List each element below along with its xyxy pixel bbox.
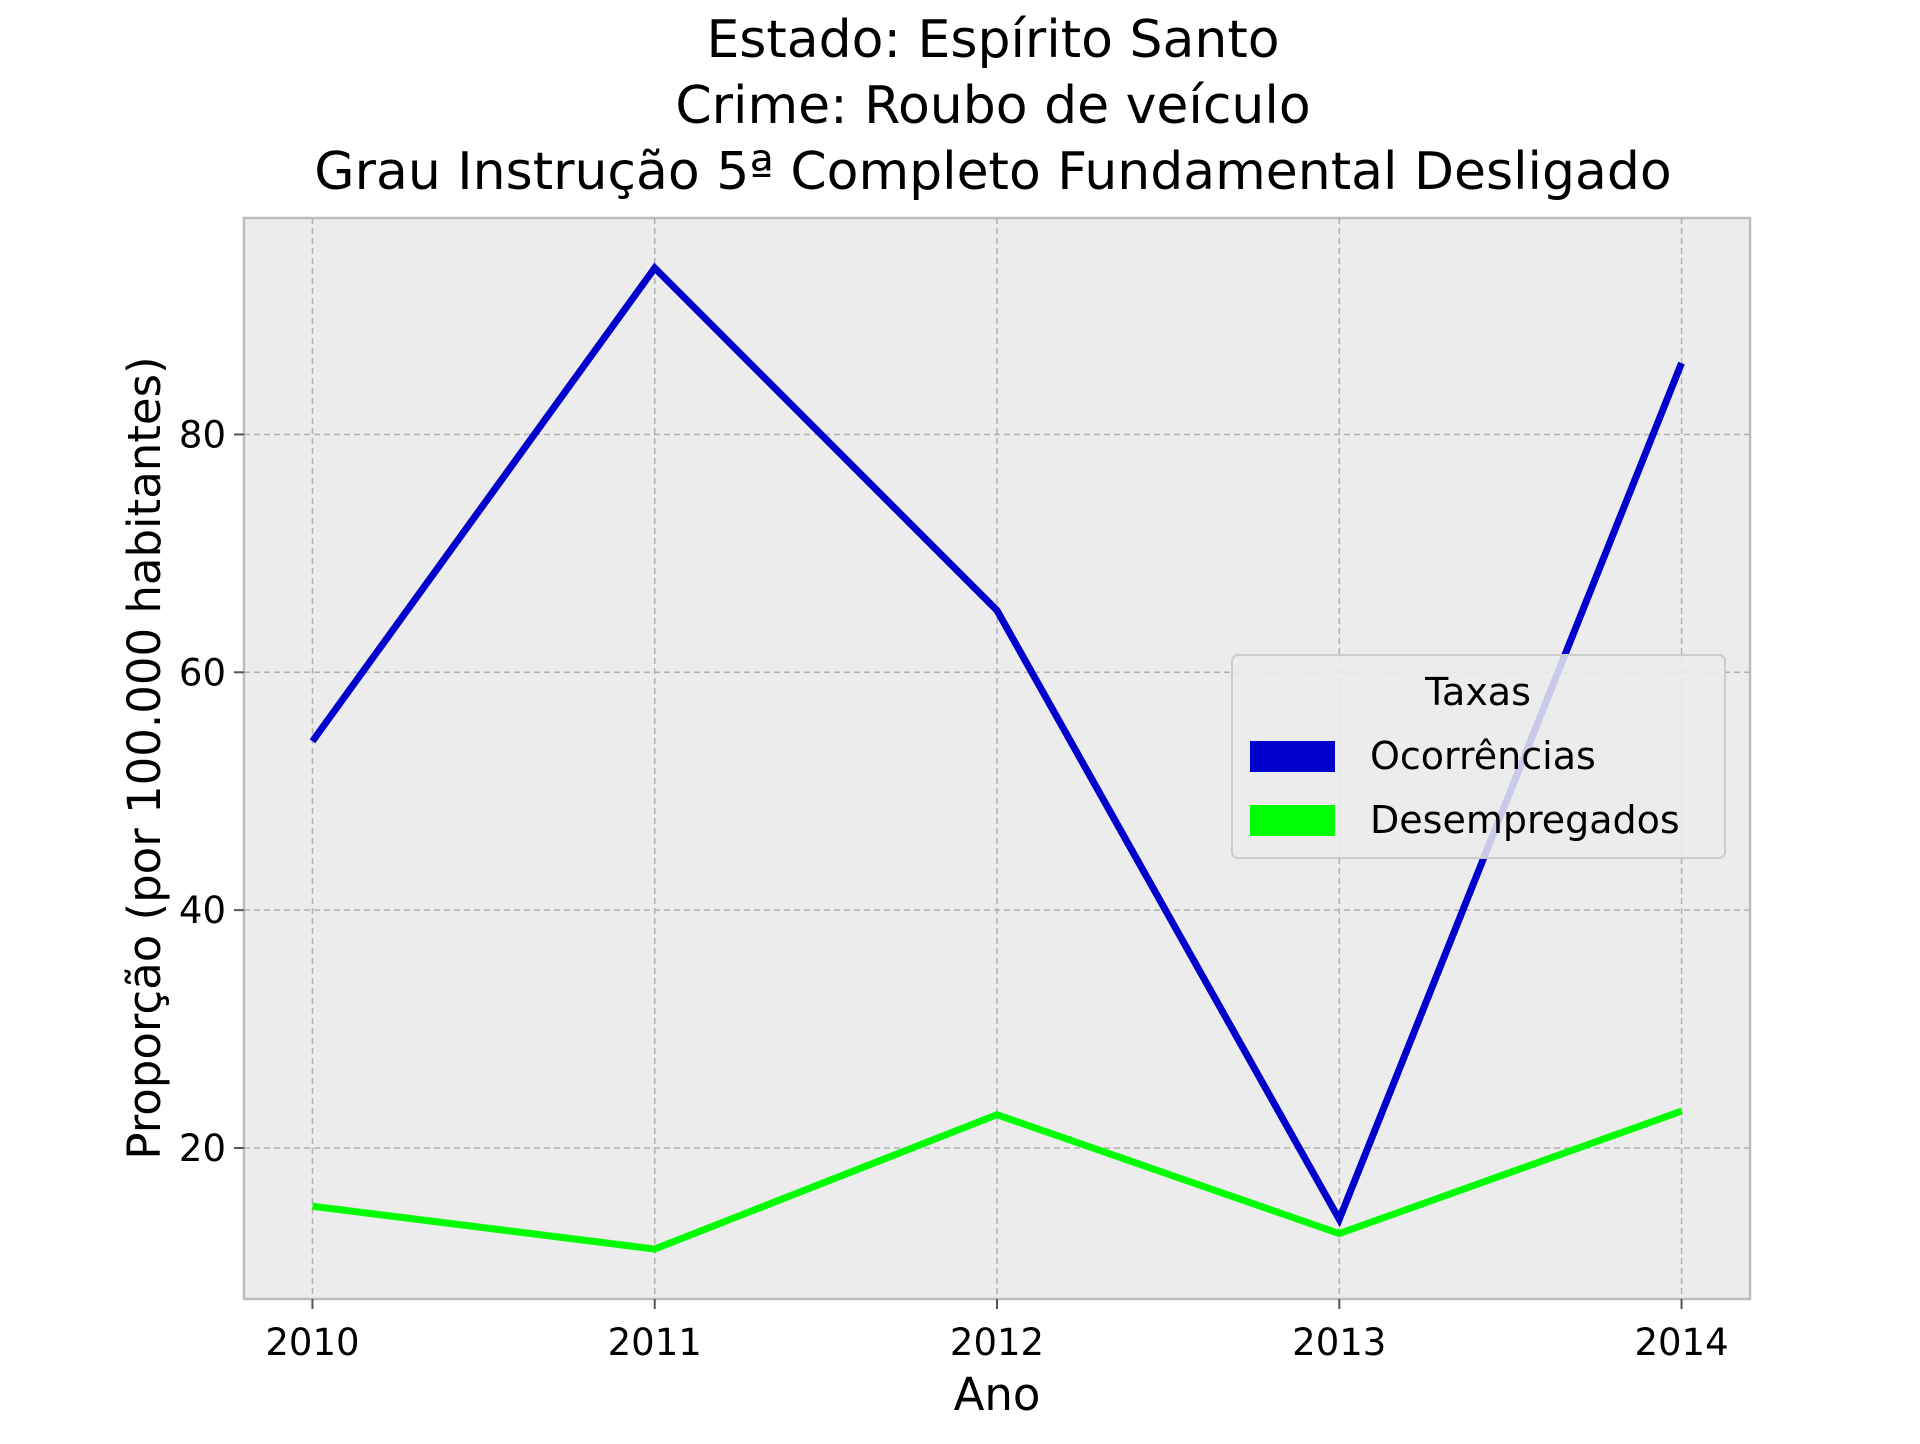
title-line-3: Grau Instrução 5ª Completo Fundamental D…	[314, 142, 1671, 202]
legend-swatch-desempregados	[1250, 805, 1335, 836]
grid	[244, 218, 1750, 1299]
x-tick-label: 2011	[608, 1321, 702, 1364]
x-axis-ticks: 2010 2011 2012 2013 2014	[265, 1299, 1729, 1364]
title-line-2: Crime: Roubo de veículo	[675, 76, 1310, 136]
legend-box	[1231, 654, 1726, 859]
legend-swatch-ocorrencias	[1250, 741, 1335, 772]
legend-label-ocorrencias: Ocorrências	[1370, 734, 1596, 778]
y-axis-label: Proporção (por 100.000 habitantes)	[118, 356, 171, 1159]
y-tick-label: 80	[179, 413, 226, 456]
y-axis-ticks: 20 40 60 80	[179, 413, 244, 1170]
x-tick-label: 2013	[1292, 1321, 1386, 1364]
legend: Taxas Ocorrências Desempregados	[1231, 654, 1726, 859]
legend-label-desempregados: Desempregados	[1370, 798, 1680, 842]
legend-title: Taxas	[1424, 670, 1531, 714]
series-line-desempregados	[312, 1107, 1683, 1253]
title-line-1: Estado: Espírito Santo	[706, 10, 1279, 70]
chart-title: Estado: Espírito Santo Crime: Roubo de v…	[314, 10, 1671, 202]
y-tick-label: 20	[179, 1127, 226, 1170]
x-axis-label: Ano	[954, 1368, 1041, 1421]
series-lines	[309, 262, 1685, 1253]
x-tick-label: 2010	[265, 1321, 359, 1364]
y-tick-label: 60	[179, 651, 226, 694]
x-tick-label: 2014	[1634, 1321, 1728, 1364]
series-line-ocorrencias	[309, 262, 1685, 1228]
y-tick-label: 40	[179, 889, 226, 932]
x-tick-label: 2012	[950, 1321, 1044, 1364]
